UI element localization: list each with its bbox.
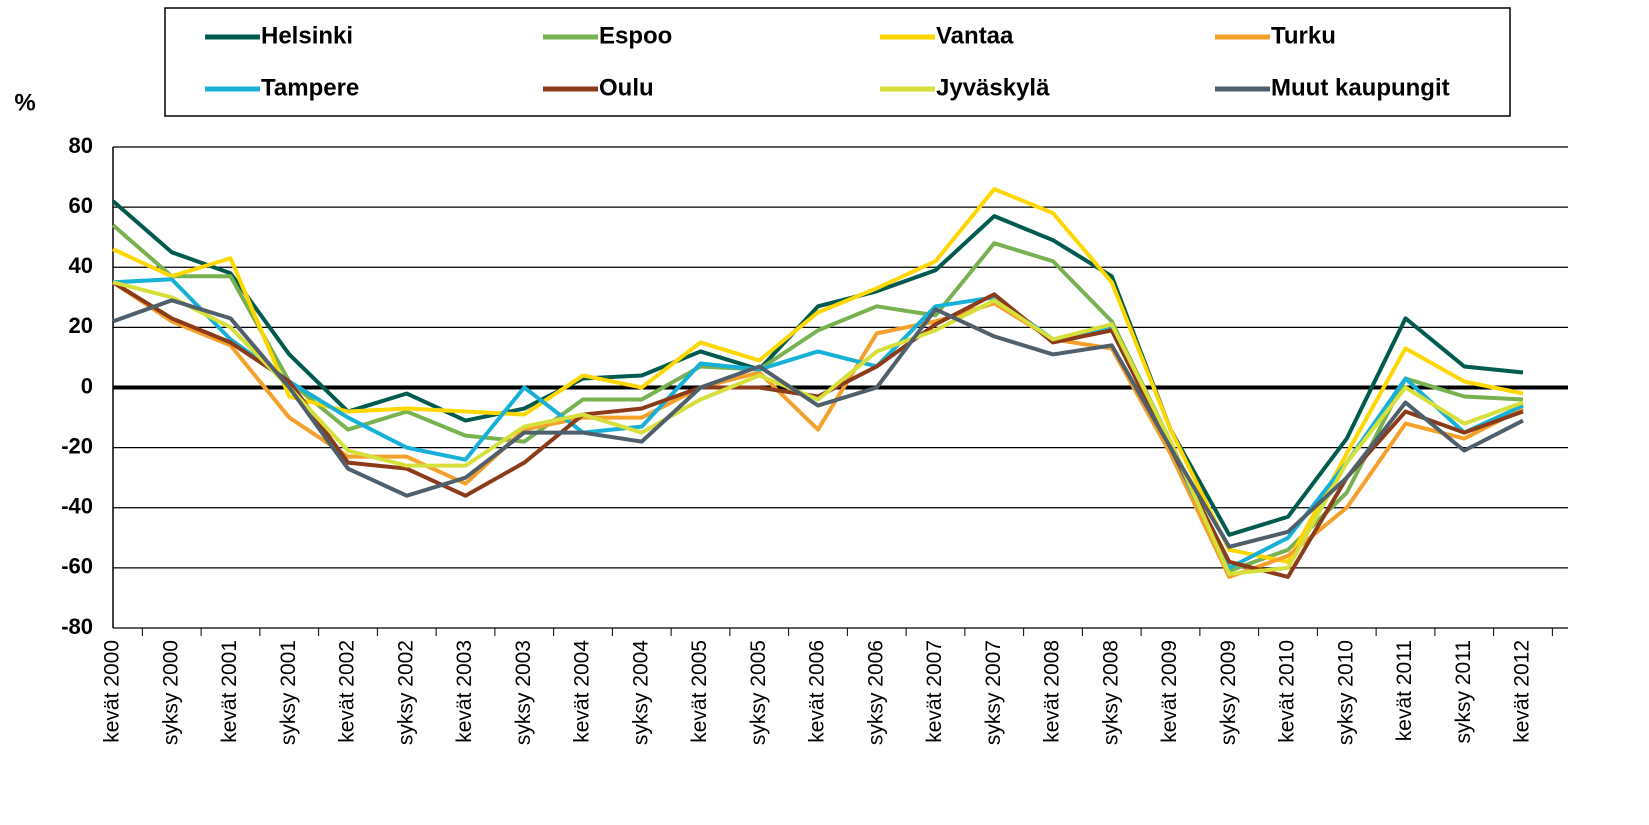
series-line bbox=[112, 280, 1524, 576]
y-tick-label: -20 bbox=[61, 433, 93, 458]
x-tick-label: syksy 2010 bbox=[1334, 640, 1357, 745]
y-tick-label: -80 bbox=[61, 614, 93, 639]
x-tick-label: kevät 2009 bbox=[1158, 640, 1181, 743]
x-tick-label: kevät 2005 bbox=[688, 640, 711, 743]
x-tick-label: kevät 2008 bbox=[1041, 640, 1064, 743]
series-line bbox=[112, 187, 1524, 564]
legend-label: Turku bbox=[1271, 22, 1336, 49]
y-tick-label: -60 bbox=[61, 554, 93, 579]
legend-label: Vantaa bbox=[936, 22, 1014, 49]
x-tick-label: syksy 2003 bbox=[512, 640, 535, 745]
x-tick-label: kevät 2003 bbox=[453, 640, 476, 743]
y-tick-label: 60 bbox=[69, 193, 93, 218]
series-line bbox=[111, 280, 1524, 579]
x-tick-label: syksy 2009 bbox=[1217, 640, 1240, 745]
x-tick-label: kevät 2001 bbox=[218, 640, 241, 743]
legend-label: Jyväskylä bbox=[936, 74, 1050, 101]
legend-label: Espoo bbox=[599, 22, 672, 49]
x-tick-label: kevät 2012 bbox=[1511, 640, 1534, 743]
x-tick-label: kevät 2011 bbox=[1393, 640, 1416, 741]
series-line bbox=[112, 298, 1524, 549]
x-tick-label: syksy 2005 bbox=[747, 640, 770, 745]
x-tick-label: kevät 2002 bbox=[336, 640, 359, 743]
x-tick-label: kevät 2006 bbox=[806, 640, 829, 743]
x-tick-label: syksy 2000 bbox=[159, 640, 182, 745]
y-tick-label: 0 bbox=[81, 373, 93, 398]
series-line bbox=[112, 277, 1524, 570]
x-tick-label: syksy 2002 bbox=[394, 640, 417, 745]
y-tick-label: 40 bbox=[69, 253, 93, 278]
x-tick-label: kevät 2010 bbox=[1276, 640, 1299, 743]
series-line bbox=[111, 223, 1524, 573]
x-tick-label: kevät 2000 bbox=[101, 640, 124, 743]
y-tick-label: 20 bbox=[69, 313, 93, 338]
legend-box bbox=[164, 7, 1511, 117]
x-tick-label: syksy 2006 bbox=[864, 640, 887, 745]
legend-label: Oulu bbox=[599, 74, 654, 101]
x-tick-label: syksy 2008 bbox=[1099, 640, 1122, 745]
series-line bbox=[111, 280, 1524, 579]
y-axis-label: % bbox=[14, 89, 35, 116]
x-tick-label: syksy 2004 bbox=[629, 640, 652, 745]
y-tick-label: 80 bbox=[69, 133, 93, 158]
series-line bbox=[111, 199, 1524, 537]
legend-label: Muut kaupungit bbox=[1271, 74, 1450, 101]
legend-label: Tampere bbox=[261, 74, 359, 101]
y-tick-label: -40 bbox=[61, 494, 93, 519]
legend-label: Helsinki bbox=[261, 22, 353, 49]
x-tick-label: kevät 2004 bbox=[571, 640, 594, 743]
x-tick-label: syksy 2011 bbox=[1452, 640, 1475, 744]
x-tick-label: kevät 2007 bbox=[923, 640, 946, 743]
x-tick-label: syksy 2001 bbox=[277, 640, 300, 745]
x-tick-label: syksy 2007 bbox=[982, 640, 1005, 745]
